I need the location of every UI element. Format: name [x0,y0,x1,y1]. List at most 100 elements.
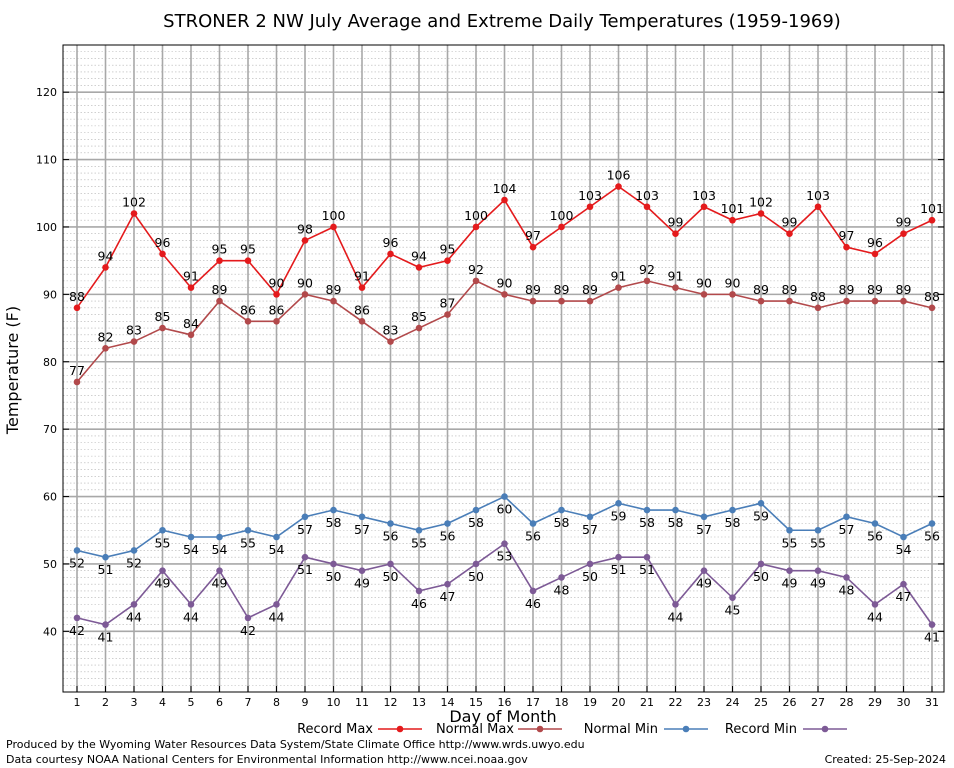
record-max-point [330,223,337,231]
record-max-point [558,223,565,231]
normal-min-point [729,506,736,514]
x-tick-label: 8 [273,696,280,709]
record-min-point [672,601,679,608]
y-tick-label: 110 [36,154,57,167]
normal-max-data-label: 87 [440,296,456,311]
record-max-data-label: 106 [607,168,631,183]
normal-max-data-label: 90 [725,275,741,290]
x-tick-label: 28 [840,696,854,709]
normal-min-data-label: 52 [126,555,142,570]
normal-min-data-label: 56 [383,529,399,544]
record-max-data-label: 103 [806,188,830,203]
normal-min-data-label: 58 [554,515,570,530]
normal-max-data-label: 90 [696,275,712,290]
record-max-data-label: 101 [721,201,745,216]
normal-max-data-label: 85 [411,309,427,324]
record-max-data-label: 96 [155,235,171,250]
normal-min-point [301,513,309,521]
normal-max-point [130,338,138,345]
x-tick-label: 24 [726,696,740,709]
record-min-point [928,621,936,628]
record-max-point [358,284,366,291]
record-min-data-label: 44 [867,609,883,624]
normal-min-data-label: 56 [440,529,456,544]
record-min-data-label: 42 [240,623,256,638]
normal-min-data-label: 58 [639,515,655,530]
x-tick-label: 14 [441,696,455,709]
normal-max-data-label: 90 [297,275,313,290]
normal-min-data-label: 58 [668,515,684,530]
normal-max-point [387,338,394,345]
normal-max-data-label: 85 [155,309,171,324]
record-min-data-label: 51 [639,562,655,577]
record-min-data-label: 51 [611,562,627,577]
series-normal-min: 52 51 52 55 54 54 55 54 57 58 57 56 55 56 58 60 56 58 57 59… [69,493,940,577]
normal-max-data-label: 91 [611,269,627,284]
normal-min-data-label: 52 [69,555,85,570]
record-min-data-label: 44 [183,609,199,624]
y-tick-label: 50 [43,558,57,571]
x-tick-label: 6 [216,696,223,709]
y-tick-label: 80 [43,356,57,369]
normal-max-point [273,318,280,325]
plot-frame [62,44,945,693]
record-max-data-label: 90 [269,275,285,290]
record-max-data-label: 103 [635,188,659,203]
x-tick-label: 2 [102,696,109,709]
normal-max-data-label: 88 [924,289,940,304]
record-max-point [102,264,109,271]
normal-min-point [415,526,423,534]
record-min-point [757,560,765,568]
record-min-data-label: 51 [297,562,313,577]
normal-min-point [387,520,394,527]
record-min-point [843,574,850,581]
legend-marker [821,725,829,733]
legend-item-record-max: Record Max [297,722,422,737]
footer-data-courtesy: Data courtesy NOAA National Centers for … [6,753,528,766]
normal-max-point [73,378,81,386]
normal-max-point [643,277,651,285]
x-tick-label: 30 [897,696,911,709]
record-min-data-label: 50 [326,569,342,584]
record-max-point [700,203,708,211]
normal-max-point [301,291,309,298]
x-tick-label: 23 [697,696,711,709]
record-max-point [244,257,252,264]
normal-min-point [643,506,651,514]
normal-min-point [102,553,109,561]
normal-max-data-label: 89 [554,282,570,297]
record-min-data-label: 50 [468,569,484,584]
normal-max-data-label: 89 [839,282,855,297]
record-min-point [643,553,651,561]
normal-min-point [501,493,508,500]
normal-min-point [273,533,280,541]
normal-min-data-label: 55 [782,535,798,550]
normal-max-data-label: 89 [896,282,912,297]
normal-min-point [444,520,451,527]
normal-min-point [558,506,565,514]
record-max-point [586,203,594,211]
normal-min-point [615,499,622,507]
record-max-point [814,203,822,211]
normal-min-data-label: 58 [326,515,342,530]
y-tick-label: 70 [43,423,57,436]
record-max-point [301,237,309,244]
normal-min-data-label: 60 [497,502,513,517]
record-min-point [472,560,480,568]
record-max-data-label: 101 [920,201,944,216]
x-tick-label: 27 [811,696,825,709]
normal-max-data-label: 89 [867,282,883,297]
normal-min-data-label: 56 [867,529,883,544]
x-tick-label: 3 [131,696,138,709]
normal-max-data-label: 90 [497,275,513,290]
record-min-point [216,567,223,574]
record-max-data-label: 100 [550,208,574,223]
record-min-data-label: 49 [782,576,798,591]
normal-min-point [843,513,850,521]
record-max-data-label: 96 [867,235,883,250]
normal-max-point [814,304,822,312]
x-tick-label: 25 [754,696,768,709]
normal-min-data-label: 57 [297,522,313,537]
normal-min-data-label: 54 [183,542,199,557]
x-tick-label: 10 [327,696,341,709]
